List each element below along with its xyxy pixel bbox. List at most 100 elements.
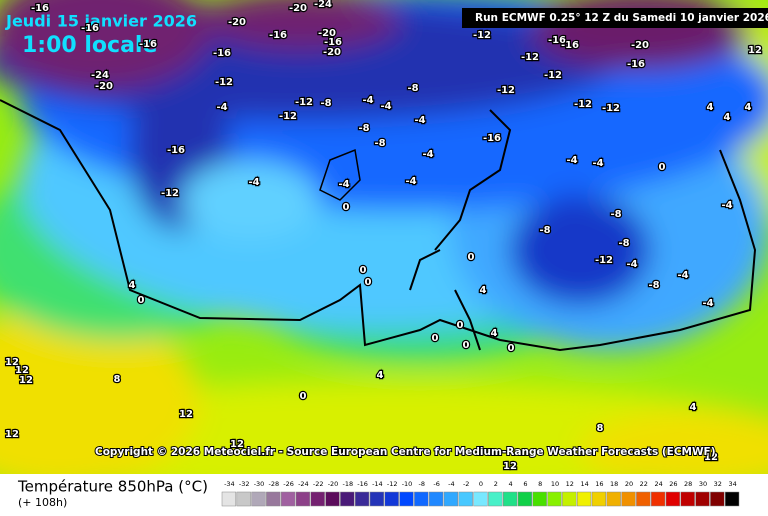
scale-swatch [295,491,311,507]
scale-tick-label: -20 [328,480,339,488]
scale-swatch [221,491,237,507]
scale-swatch [310,491,325,507]
contour-label: -16 [548,35,566,46]
contour-label: -4 [422,149,433,160]
scale-swatch [251,491,266,507]
scale-swatch [354,491,370,507]
contour-label: 12 [704,452,718,463]
scale-swatch [325,491,340,507]
scale-swatch [547,491,562,507]
scale-tick-label: -4 [448,480,454,488]
contour-label: -4 [721,200,732,211]
scale-swatch [443,491,459,507]
contour-label: -20 [318,28,336,39]
contour-label: 12 [15,365,29,376]
contour-label: -16 [139,39,157,50]
forecast-date: Jeudi 15 janvier 2026 [5,12,197,31]
contour-label: -4 [380,101,391,112]
scale-tick-label: 24 [654,480,662,488]
contour-label: -16 [561,40,579,51]
scale-tick-label: -32 [239,480,250,488]
scale-swatch [591,491,607,507]
scale-swatch [724,491,740,507]
contour-label: -8 [358,123,369,134]
contour-label: 0 [365,277,372,288]
contour-label: 0 [360,265,367,276]
scale-swatch [636,491,651,507]
contour-label: -24 [91,70,109,81]
contour-label: -4 [405,176,416,187]
scale-swatch [680,491,695,507]
contour-label: -20 [323,47,341,58]
footer-lead: (+ 108h) [18,496,67,509]
scale-swatch [665,491,681,507]
contour-label: 4 [129,280,136,291]
scale-swatch [606,491,621,507]
contour-label: 12 [230,439,244,450]
contour-label: 12 [748,45,762,56]
contour-label: 4 [745,102,752,113]
scale-tick-label: 2 [494,480,498,488]
scale-tick-label: 18 [610,480,618,488]
contour-label: 0 [659,162,666,173]
contour-label: 12 [5,429,19,440]
scale-swatch [236,491,251,507]
contour-label: -8 [610,209,621,220]
contour-label: 12 [19,375,33,386]
scale-tick-label: -26 [283,480,294,488]
contour-label: 4 [690,402,697,413]
contour-label: 0 [463,340,470,351]
scale-tick-label: 26 [669,480,677,488]
contour-label: -12 [497,85,515,96]
contour-label: -16 [269,30,287,41]
color-scale: -34 -32 -30 -28 -26 -24 -22 -20 -18 -16 -14 -12 -10-… [221,480,740,507]
scale-swatch [473,491,488,507]
contour-label: -16 [324,37,342,48]
scale-tick-label: -12 [387,480,398,488]
contour-label: 4 [491,328,498,339]
contour-label: -16 [483,133,501,144]
scale-swatch [532,491,547,507]
run-banner [462,8,768,28]
scale-tick-label: -30 [254,480,265,488]
contour-label: -8 [407,83,418,94]
contour-label: -8 [648,280,659,291]
scale-tick-label: 12 [566,480,574,488]
contour-label: 4 [707,102,714,113]
contour-label: -12 [279,111,297,122]
scale-tick-label: 4 [509,480,513,488]
scale-tick-label: -18 [342,480,353,488]
contour-label: -4 [248,177,259,188]
scale-tick-label: 14 [580,480,588,488]
contour-label: -12 [574,99,592,110]
contour-label: 0 [468,252,475,263]
scale-tick-label: 22 [640,480,648,488]
contour-label: 0 [432,333,439,344]
contour-label: -4 [362,95,373,106]
scale-tick-label: -14 [372,480,383,488]
contour-label: -4 [702,298,713,309]
scale-swatch [428,491,444,507]
contour-label: -20 [95,81,113,92]
contour-label: -20 [228,17,246,28]
scale-tick-label: 16 [595,480,603,488]
contour-label: -12 [161,188,179,199]
contour-label: 0 [508,343,515,354]
scale-tick-label: 30 [699,480,707,488]
contour-label: -4 [592,158,603,169]
contour-label: -16 [213,48,231,59]
scale-tick-label: 34 [728,480,736,488]
contour-labels: -16-16-16-24-20-20-20 -24-20-20-16-16-16-… [4,0,763,473]
contour-label: 0 [138,295,145,306]
scale-swatch [562,491,577,507]
contour-label: 12 [503,461,517,472]
scale-swatch [458,491,473,507]
scale-tick-label: 6 [523,480,527,488]
contour-label: -4 [677,270,688,281]
contour-label: -8 [320,98,331,109]
contour-label: 4 [377,370,384,381]
contour-label: -20 [631,40,649,51]
scale-tick-label: -6 [433,480,439,488]
